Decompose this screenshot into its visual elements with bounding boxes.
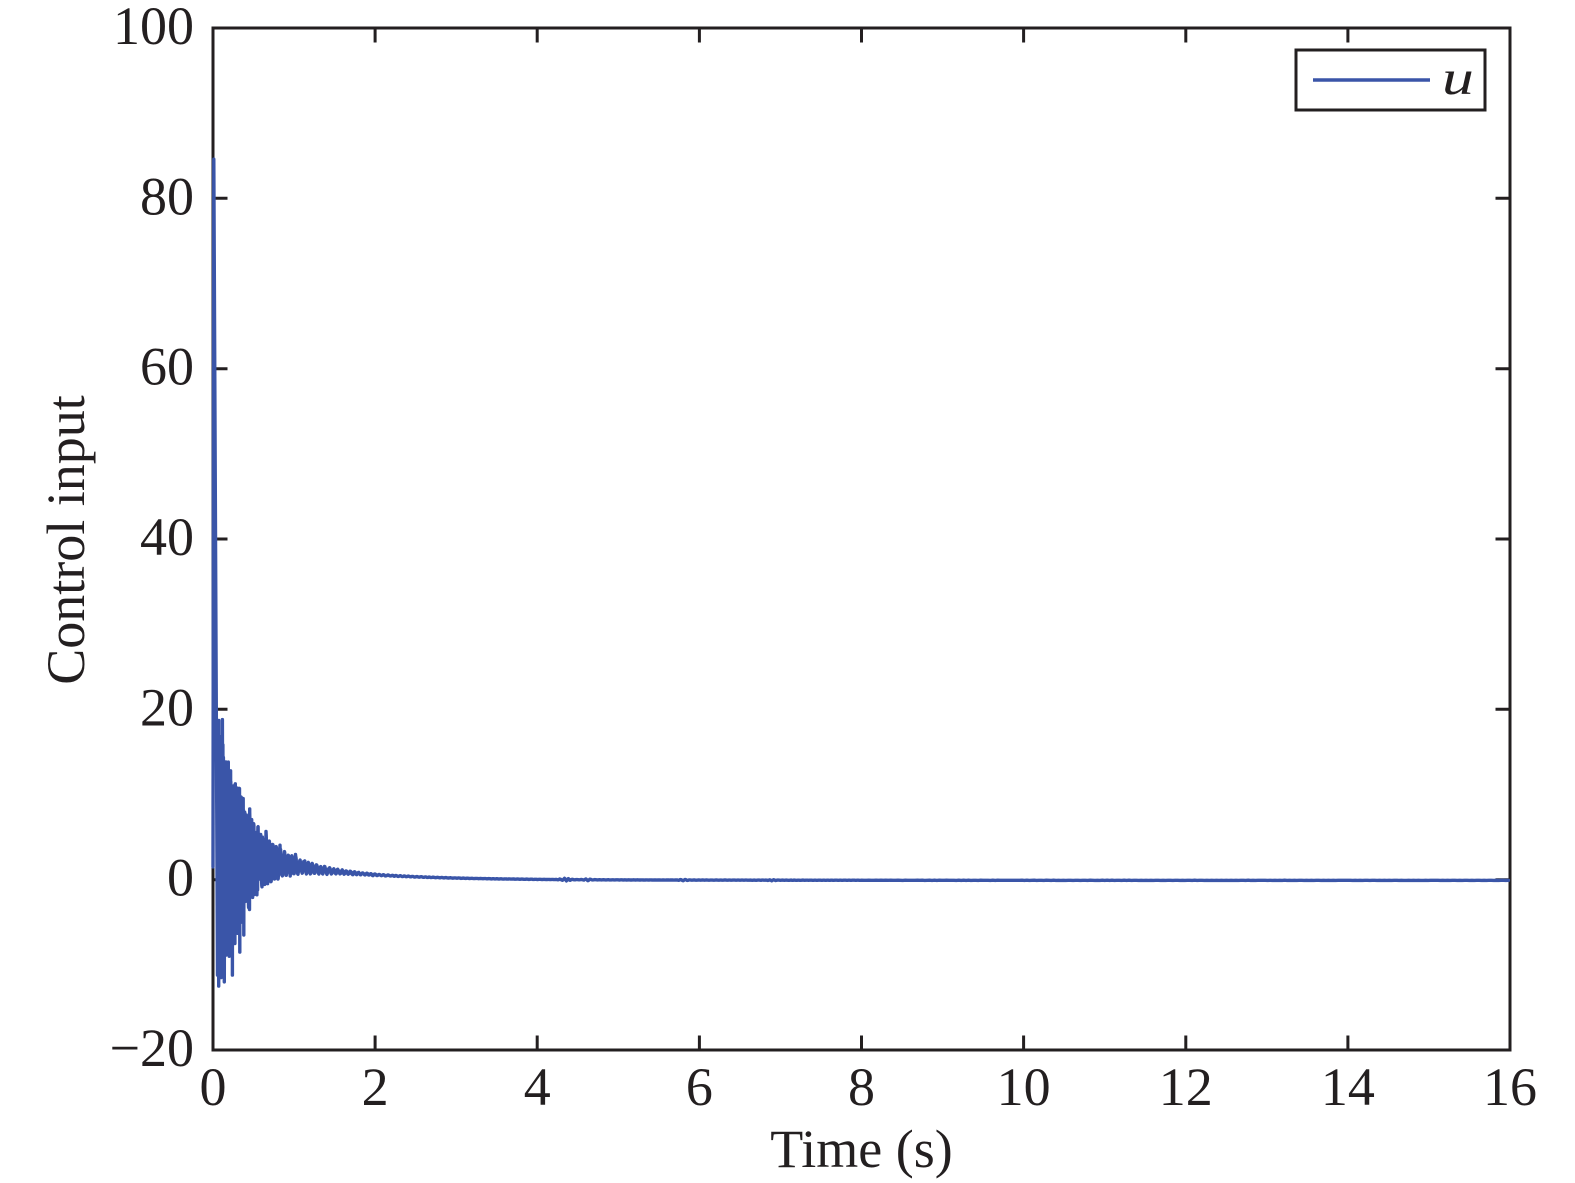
svg-text:10: 10 [997,1057,1051,1117]
svg-text:60: 60 [140,337,194,397]
svg-text:6: 6 [686,1057,713,1117]
svg-text:0: 0 [200,1057,227,1117]
svg-text:0: 0 [167,848,194,908]
svg-text:Time (s): Time (s) [770,1119,953,1179]
svg-text:40: 40 [140,507,194,567]
svg-text:Control input: Control input [36,395,96,685]
svg-text:16: 16 [1483,1057,1537,1117]
svg-text:12: 12 [1159,1057,1213,1117]
svg-text:14: 14 [1321,1057,1375,1117]
svg-text:−20: −20 [110,1018,194,1078]
svg-text:20: 20 [140,677,194,737]
svg-text:80: 80 [140,166,194,226]
svg-text:4: 4 [524,1057,551,1117]
svg-text:100: 100 [113,0,194,56]
svg-text:8: 8 [848,1057,875,1117]
svg-text:2: 2 [362,1057,389,1117]
svg-text:u: u [1442,51,1474,105]
